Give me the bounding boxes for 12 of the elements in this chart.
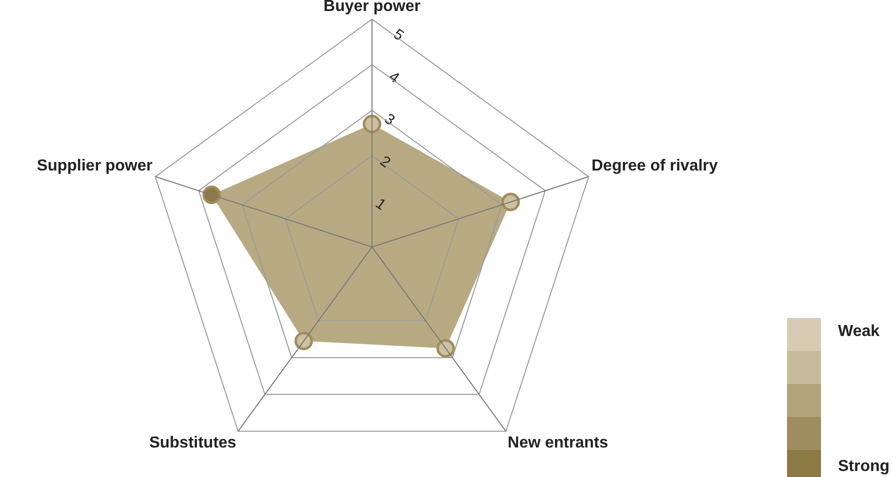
spoke-label: Buyer power [324,0,420,16]
spoke-label: New entrants [508,434,608,452]
y-tick-label: 4 [386,68,402,87]
y-tick-label: 1 [372,195,390,214]
y-tick-label: 5 [390,26,407,44]
y-tick-label: 2 [376,152,394,172]
text: Weak [838,323,880,341]
y-tick-label: 3 [381,110,398,130]
spoke-label: Substitutes [149,434,236,452]
text: Strong [838,458,890,476]
spoke-label: Degree of rivalry [592,157,718,174]
spoke-label: Supplier power [36,157,152,174]
